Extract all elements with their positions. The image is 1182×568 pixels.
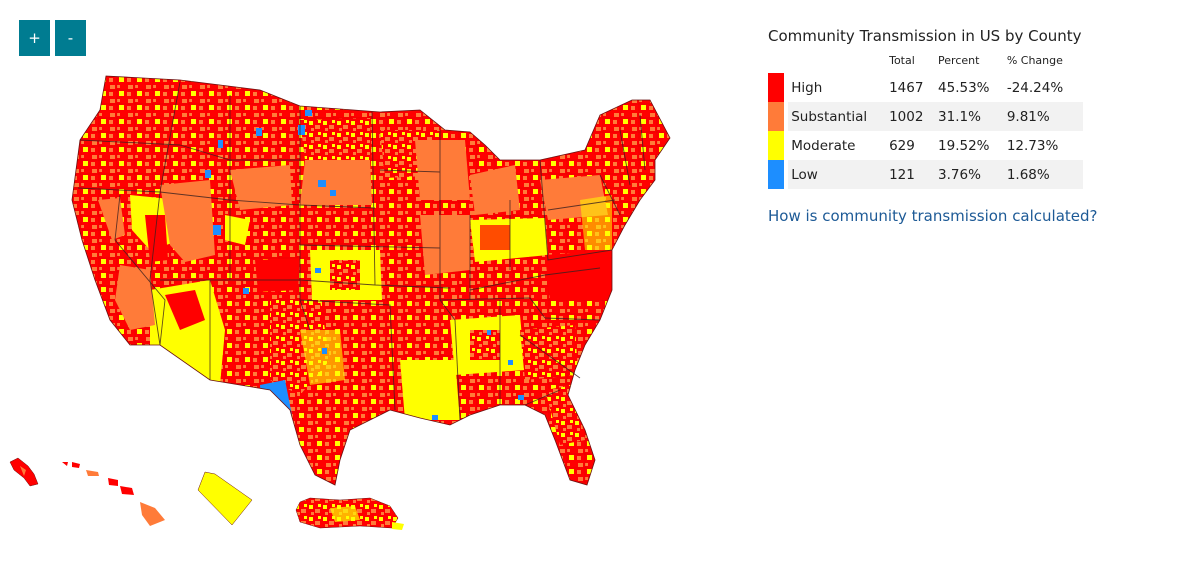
- change-value: 1.68%: [1006, 160, 1083, 189]
- change-value: -24.24%: [1006, 79, 1064, 96]
- high-swatch: [768, 73, 784, 102]
- change-value: 9.81%: [1006, 102, 1083, 131]
- swatch-header: [768, 54, 788, 73]
- legend-row-substantial: Substantial 1002 31.1% 9.81%: [768, 102, 1083, 131]
- zoom-out-button[interactable]: -: [55, 20, 86, 56]
- legend-row-high: High 1467 45.53% -24.24%: [768, 73, 1083, 102]
- level-label: Low: [788, 160, 890, 189]
- how-is-transmission-calculated-link[interactable]: How is community transmission calculated…: [768, 207, 1098, 225]
- legend-row-moderate: Moderate 629 19.52% 12.73%: [768, 131, 1083, 160]
- percent-value: 45.53%: [938, 79, 990, 96]
- percent-value: 3.76%: [938, 160, 1007, 189]
- level-header: [788, 54, 889, 73]
- percent-value: 31.1%: [938, 102, 1007, 131]
- transmission-legend: Community Transmission in US by County T…: [768, 27, 1083, 189]
- level-label: Substantial: [788, 102, 890, 131]
- zoom-in-button[interactable]: +: [19, 20, 50, 56]
- percent-header: Percent: [938, 54, 980, 67]
- total-value: 629: [889, 137, 915, 154]
- low-swatch: [768, 160, 784, 189]
- total-header: Total: [889, 54, 915, 67]
- total-value: 1467: [889, 79, 924, 96]
- legend-table: Total Percent % Change High 1467 45.53% …: [768, 54, 1083, 189]
- change-header: % Change: [1006, 54, 1063, 67]
- moderate-swatch: [768, 131, 784, 160]
- legend-row-low: Low 121 3.76% 1.68%: [768, 160, 1083, 189]
- legend-title: Community Transmission in US by County: [768, 27, 1082, 45]
- total-value: 121: [889, 160, 939, 189]
- island-inset-region[interactable]: [197, 471, 253, 526]
- percent-value: 19.52%: [938, 137, 990, 154]
- substantial-swatch: [768, 102, 784, 131]
- change-value: 12.73%: [1006, 137, 1059, 154]
- alaska-region[interactable]: [9, 457, 39, 487]
- county-transmission-map[interactable]: [0, 60, 740, 540]
- contiguous-us-region[interactable]: [60, 70, 700, 500]
- hawaii-region[interactable]: [62, 462, 165, 526]
- total-value: 1002: [889, 102, 939, 131]
- level-label: Moderate: [791, 137, 856, 154]
- level-label: High: [791, 79, 823, 96]
- puerto-rico-region[interactable]: [295, 497, 404, 530]
